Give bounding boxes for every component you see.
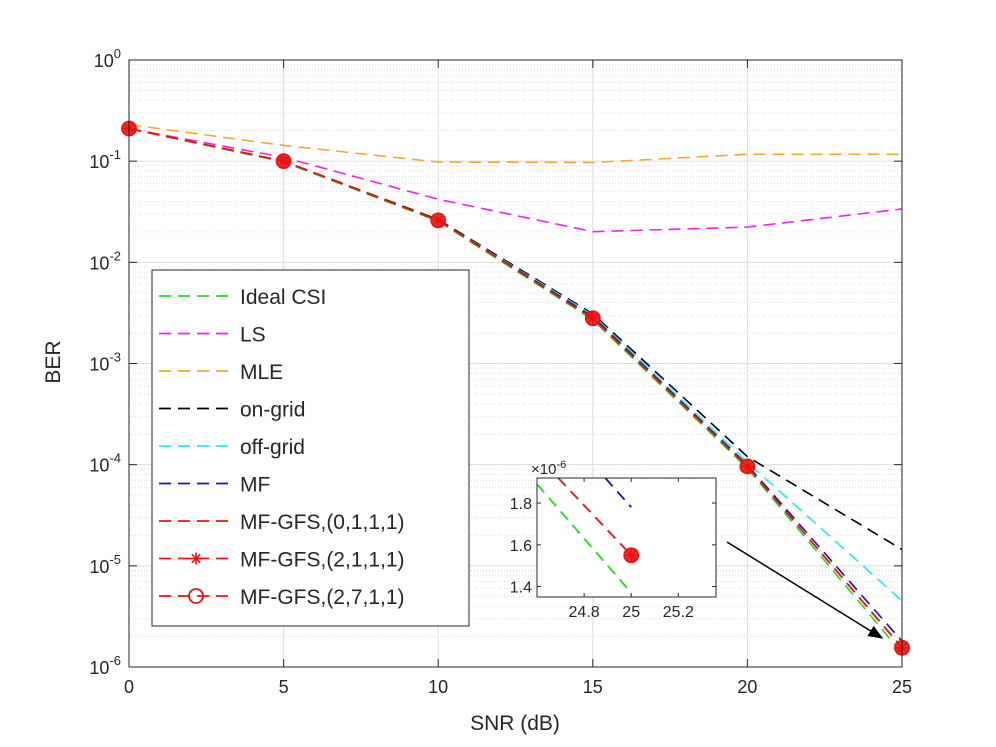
legend: Ideal CSI LS MLE on-grid off-grid MF MF-GFS,(0…: [151, 269, 470, 627]
asterisk-marker: [586, 312, 599, 325]
inset-plot: 24.8 25 25.2 1.4 1.6 1.8 ×10-6: [510, 459, 717, 621]
circle-marker: [623, 547, 640, 564]
circle-marker: [584, 310, 601, 327]
inset-scale-base: ×10: [531, 461, 556, 478]
circle-marker: [275, 153, 292, 170]
x-tick-label: 15: [583, 677, 603, 697]
series-line: [128, 127, 903, 649]
inset-x-tick-label: 25.2: [663, 604, 694, 621]
legend-label: MF: [240, 474, 270, 497]
legend-label: MF-GFS,(2,7,1,1): [240, 586, 405, 609]
legend-label: MF-GFS,(2,1,1,1): [240, 549, 405, 572]
series-line: [128, 127, 903, 654]
legend-label: MF-GFS,(0,1,1,1): [240, 511, 405, 534]
legend-label: on-grid: [240, 399, 305, 422]
zoom-arrow: [726, 541, 884, 639]
inset-y-tick-label: 1.8: [510, 496, 532, 513]
asterisk-marker: [625, 549, 638, 562]
y-tick-label: 10-4: [89, 451, 121, 476]
x-tick-label: 10: [428, 677, 448, 697]
y-tick-label: 10-2: [89, 248, 121, 273]
y-tick-label: 10-3: [89, 350, 121, 375]
asterisk-marker: [432, 214, 445, 227]
inset-x-tick-label: 24.8: [569, 604, 600, 621]
y-tick-exponent: -2: [109, 248, 121, 263]
legend-entry: Ideal CSI: [159, 286, 326, 309]
y-tick-base: 10: [89, 456, 109, 476]
y-tick-base: 10: [89, 557, 109, 577]
inset-series-line: [604, 478, 632, 508]
inset-y-tick-label: 1.4: [510, 580, 532, 597]
y-tick-exponent: -1: [109, 147, 121, 162]
series-line: [128, 123, 902, 164]
inset-background: [537, 478, 716, 597]
circle-marker: [430, 212, 447, 229]
y-tick-label: 100: [94, 46, 121, 71]
asterisk-stroke: [588, 313, 598, 324]
zoom-arrow-line: [726, 541, 884, 639]
asterisk-marker: [190, 552, 202, 565]
inset-y-tick-label: 1.6: [510, 538, 532, 555]
asterisk-stroke: [433, 215, 443, 226]
y-tick-label: 10-6: [89, 653, 121, 678]
asterisk-marker: [741, 460, 754, 473]
asterisk-stroke: [742, 461, 753, 472]
asterisk-marker: [277, 155, 290, 168]
circle-marker: [739, 458, 756, 475]
y-tick-exponent: -3: [109, 350, 121, 365]
asterisk-stroke: [191, 553, 201, 564]
legend-entry: MF-GFS,(2,7,1,1): [159, 586, 405, 609]
circle-marker: [188, 588, 204, 604]
series-layer: [121, 120, 910, 656]
x-tick-label: 20: [737, 677, 757, 697]
y-tick-exponent: 0: [114, 46, 121, 61]
legend-label: off-grid: [240, 436, 305, 459]
x-axis-label: SNR (dB): [470, 712, 560, 735]
y-tick-base: 10: [89, 658, 109, 678]
series-line: [128, 127, 903, 551]
y-tick-base: 10: [89, 152, 109, 172]
legend-entry: MF-GFS,(0,1,1,1): [159, 511, 405, 534]
inset-scale-label: ×10-6: [531, 459, 566, 478]
inset-scale-exponent: -6: [556, 459, 566, 471]
legend-label: Ideal CSI: [240, 286, 326, 309]
legend-label: LS: [240, 324, 266, 347]
legend-entry: MLE: [159, 361, 283, 384]
legend-entry: MF: [159, 474, 270, 497]
y-tick-exponent: -4: [109, 451, 121, 466]
legend-entry: on-grid: [159, 399, 305, 422]
x-tick-label: 25: [892, 677, 912, 697]
x-tick-label: 0: [124, 677, 134, 697]
inset-x-tick-label: 25: [622, 604, 640, 621]
series-line: [128, 127, 903, 233]
y-tick-label: 10-1: [89, 147, 121, 172]
asterisk-stroke: [626, 550, 636, 561]
asterisk-stroke: [278, 156, 289, 166]
legend-entry: off-grid: [159, 436, 305, 459]
y-tick-base: 10: [89, 355, 109, 375]
x-tick-label: 5: [279, 677, 289, 697]
inset-series-line: [537, 483, 632, 594]
legend-label: MLE: [240, 361, 283, 384]
y-axis-label: BER: [42, 340, 65, 383]
y-tick-exponent: -5: [109, 552, 121, 567]
y-tick-exponent: -6: [109, 653, 121, 668]
y-tick-base: 10: [89, 253, 109, 273]
legend-entry: LS: [159, 324, 266, 347]
legend-box: [151, 269, 470, 627]
legend-entry: MF-GFS,(2,1,1,1): [159, 549, 405, 572]
inset-frame: [536, 477, 717, 598]
y-tick-label: 10-5: [89, 552, 121, 577]
y-tick-base: 10: [94, 51, 114, 71]
